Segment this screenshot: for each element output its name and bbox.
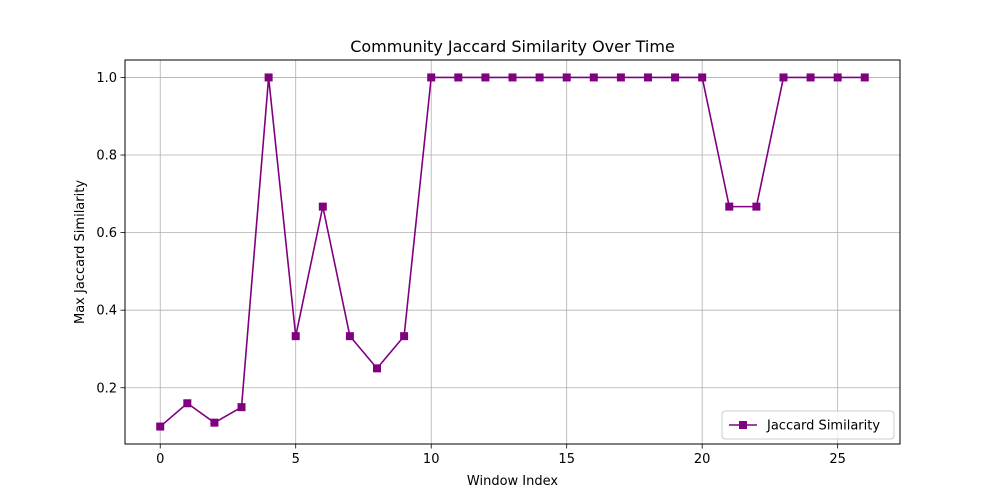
data-point-marker <box>237 403 246 412</box>
data-point-marker <box>427 73 436 82</box>
x-tick-label: 25 <box>829 452 846 467</box>
x-tick-label: 20 <box>694 452 711 467</box>
data-point-marker <box>562 73 571 82</box>
data-point-marker <box>752 202 761 211</box>
data-point-marker <box>806 73 815 82</box>
x-tick-label: 5 <box>292 452 300 467</box>
data-point-marker <box>643 73 652 82</box>
chart-title: Community Jaccard Similarity Over Time <box>350 37 675 56</box>
data-point-marker <box>481 73 490 82</box>
x-tick-label: 15 <box>558 452 575 467</box>
data-point-marker <box>535 73 544 82</box>
axes <box>124 59 901 445</box>
y-tick-label: 0.4 <box>96 304 117 319</box>
y-tick-label: 0.2 <box>96 381 117 396</box>
data-point-marker <box>671 73 680 82</box>
plot-area-frame <box>124 59 901 445</box>
y-axis-ticks: 0.2 0.4 0.6 0.8 1.0 <box>96 71 125 396</box>
data-point-marker <box>779 73 788 82</box>
data-point-marker <box>833 73 842 82</box>
data-point-marker <box>345 332 354 341</box>
data-point-marker <box>616 73 625 82</box>
x-tick-label: 10 <box>423 452 440 467</box>
data-point-marker <box>264 73 273 82</box>
y-tick-label: 0.6 <box>96 226 117 241</box>
data-point-marker <box>373 364 382 373</box>
data-point-marker <box>291 332 300 341</box>
y-tick-label: 0.8 <box>96 149 117 164</box>
data-point-marker <box>454 73 463 82</box>
data-point-marker <box>183 399 192 408</box>
legend-label: Jaccard Similarity <box>766 419 880 434</box>
legend: Jaccard Similarity <box>721 410 895 440</box>
data-point-marker <box>698 73 707 82</box>
data-point-marker <box>860 73 869 82</box>
y-axis-label: Max Jaccard Similarity <box>73 180 88 324</box>
legend-box <box>721 410 895 440</box>
x-axis-label: Window Index <box>467 474 558 489</box>
data-point-marker <box>156 422 165 431</box>
x-tick-label: 0 <box>156 452 164 467</box>
data-point-marker <box>508 73 517 82</box>
y-tick-label: 1.0 <box>96 71 117 86</box>
series-jaccard-similarity <box>156 73 869 431</box>
data-point-marker <box>400 332 409 341</box>
x-axis-ticks: 0 5 10 15 20 25 <box>156 444 846 467</box>
data-point-marker <box>589 73 598 82</box>
legend-marker-swatch <box>739 421 747 429</box>
data-point-marker <box>318 202 327 211</box>
data-point-marker <box>725 202 734 211</box>
data-point-marker <box>210 418 219 427</box>
